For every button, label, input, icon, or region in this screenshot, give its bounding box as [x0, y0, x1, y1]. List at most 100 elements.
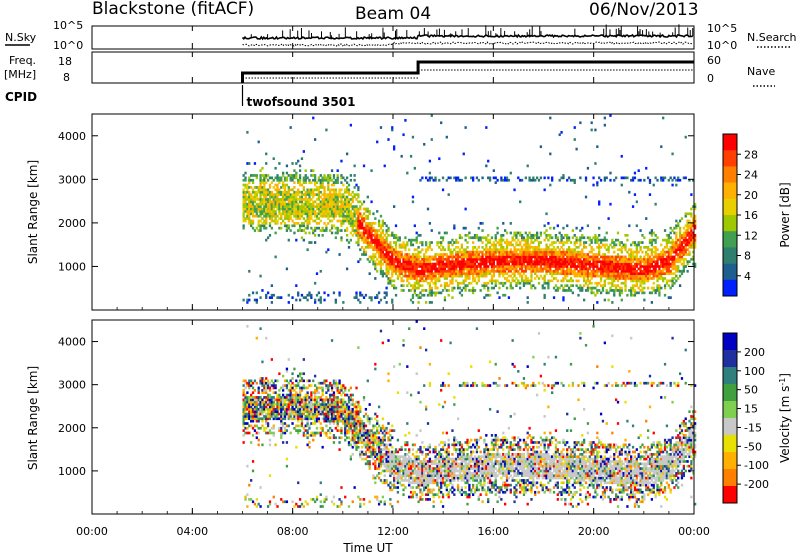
echo-cell [370, 243, 373, 247]
echo-cell [381, 229, 384, 232]
echo-cell [500, 238, 503, 242]
echo-cell [556, 250, 559, 254]
echo-cell [466, 272, 469, 276]
echo-cell [545, 245, 548, 249]
echo-cell [648, 265, 652, 268]
echo-cell [361, 219, 364, 223]
echo-cell [389, 233, 392, 237]
echo-cell [353, 195, 356, 199]
echo-cell [594, 238, 597, 242]
echo-cell [667, 265, 670, 268]
echo-cell [308, 434, 311, 437]
echo-cell [278, 188, 281, 192]
echo-cell [287, 193, 290, 196]
echo-cell [438, 178, 441, 182]
echo-cell [445, 289, 448, 292]
echo-cell [505, 257, 509, 261]
echo-cell [415, 274, 418, 278]
echo-cell [605, 255, 608, 259]
echo-cell [338, 219, 341, 223]
echo-cell [272, 431, 275, 435]
echo-cell [402, 274, 405, 278]
echo-cell [564, 272, 567, 276]
echo-cell [472, 291, 475, 295]
echo-cell [472, 248, 475, 252]
echo-cell [537, 277, 541, 280]
echo-cell [291, 396, 294, 399]
echo-cell [468, 260, 471, 264]
echo-cell [268, 205, 272, 208]
echo-cell [313, 178, 317, 182]
echo-cell [614, 243, 618, 247]
echo-cell [547, 222, 550, 225]
echo-cell [434, 253, 437, 256]
echo-cell [569, 277, 573, 280]
echo-cell [411, 274, 415, 278]
echo-cell [445, 284, 448, 287]
echo-cell [438, 265, 441, 268]
echo-cell [613, 277, 616, 280]
echo-cell [564, 284, 567, 287]
echo-cell [274, 188, 277, 192]
echo-cell [411, 262, 415, 266]
echo-cell [682, 269, 685, 273]
echo-cell [297, 198, 300, 201]
echo-cell [253, 410, 257, 413]
echo-cell [263, 183, 266, 187]
echo-cell [242, 212, 245, 216]
echo-cell [549, 267, 552, 271]
echo-cell [325, 226, 328, 230]
echo-cell [560, 269, 563, 273]
echo-cell [244, 381, 247, 385]
echo-cell [635, 274, 638, 278]
echo-cell [579, 241, 582, 244]
echo-cell [257, 140, 260, 144]
echo-cell [244, 178, 247, 182]
echo-cell [293, 214, 296, 218]
echo-cell [302, 417, 305, 421]
echo-cell [368, 255, 371, 259]
echo-cell [366, 236, 369, 240]
echo-cell [242, 200, 245, 204]
echo-cell [263, 226, 266, 230]
echo-cell [567, 245, 571, 249]
echo-cell [477, 253, 480, 256]
echo-cell [545, 248, 548, 252]
echo-cell [372, 222, 375, 225]
echo-cell [315, 226, 319, 230]
echo-cell [639, 248, 642, 252]
echo-cell [297, 431, 300, 435]
echo-cell [519, 248, 522, 252]
echo-cell [272, 212, 275, 216]
echo-cell [556, 224, 559, 228]
echo-cell [645, 272, 648, 276]
echo-cell [487, 241, 490, 244]
echo-cell [265, 214, 268, 218]
echo-cell [398, 267, 401, 271]
echo-cell [566, 279, 569, 283]
echo-cell [505, 243, 509, 247]
echo-cell [389, 248, 392, 252]
echo-cell [472, 262, 475, 266]
echo-cell [359, 226, 362, 230]
echo-cell [596, 253, 599, 256]
echo-cell [379, 255, 383, 259]
echo-cell [677, 267, 680, 271]
echo-cell [298, 398, 302, 402]
echo-cell [517, 269, 520, 273]
echo-cell [665, 241, 669, 244]
echo-cell [355, 241, 358, 244]
echo-cell [456, 250, 460, 254]
echo-cell [541, 253, 544, 256]
echo-cell [246, 381, 249, 385]
echo-cell [332, 193, 336, 196]
echo-cell [513, 250, 516, 254]
echo-cell [261, 377, 264, 380]
echo-cell [302, 407, 305, 411]
echo-cell [306, 403, 309, 406]
echo-cell [558, 255, 561, 259]
echo-cell [370, 298, 373, 302]
echo-cell [253, 174, 257, 177]
echo-cell [502, 284, 505, 287]
echo-cell [306, 443, 309, 447]
